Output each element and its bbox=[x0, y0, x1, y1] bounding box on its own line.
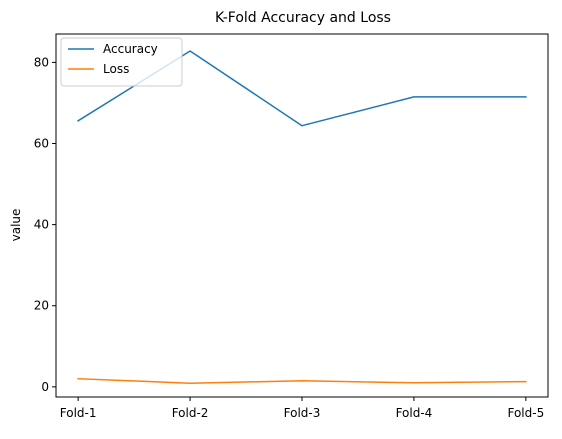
y-tick-label: 80 bbox=[34, 55, 49, 69]
y-tick-label: 20 bbox=[34, 299, 49, 313]
chart-title: K-Fold Accuracy and Loss bbox=[215, 10, 391, 26]
x-tick-label: Fold-2 bbox=[172, 406, 209, 420]
legend-label-loss: Loss bbox=[103, 62, 129, 76]
series-line-loss bbox=[78, 379, 526, 384]
x-tick-label: Fold-3 bbox=[284, 406, 321, 420]
y-tick-label: 60 bbox=[34, 137, 49, 151]
legend-label-accuracy: Accuracy bbox=[103, 42, 158, 56]
y-tick-label: 0 bbox=[41, 380, 49, 394]
plot-area: 0 20 40 60 80 Fold-1 Fold-2 Fold-3 Fold-4 Fold-5 A… bbox=[34, 34, 548, 420]
x-tick-label: Fold-1 bbox=[60, 406, 97, 420]
y-axis-title: value bbox=[9, 209, 23, 242]
x-tick-label: Fold-5 bbox=[507, 406, 544, 420]
y-tick-label: 40 bbox=[34, 218, 49, 232]
x-tick-label: Fold-4 bbox=[396, 406, 433, 420]
